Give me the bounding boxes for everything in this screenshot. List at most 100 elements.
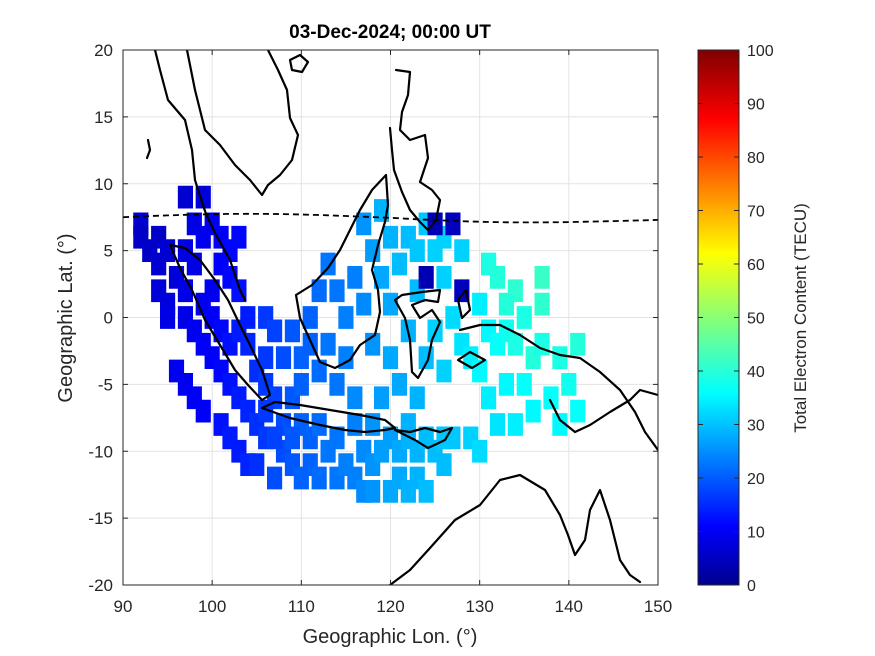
tec-cell xyxy=(454,239,470,262)
colorbar-tick-label: 40 xyxy=(747,364,765,381)
y-tick-label: -5 xyxy=(98,375,113,394)
tec-cell xyxy=(177,239,193,262)
x-axis-label: Geographic Lon. (°) xyxy=(303,626,478,648)
tec-cell xyxy=(356,212,372,236)
coastline-sumatra xyxy=(168,243,272,402)
y-tick-label: -10 xyxy=(88,442,113,461)
x-tick-label: 100 xyxy=(198,597,226,616)
coastline-maluku xyxy=(456,350,487,370)
tec-cell xyxy=(516,306,532,329)
x-tick-label: 150 xyxy=(644,597,672,616)
tec-cell xyxy=(231,225,247,249)
tec-cell xyxy=(258,346,274,369)
tec-cell xyxy=(329,279,345,303)
tec-cell xyxy=(365,480,381,503)
y-tick-label: -15 xyxy=(88,509,113,528)
tec-cell xyxy=(534,332,550,356)
tec-cell xyxy=(320,332,336,356)
tec-cell xyxy=(418,346,434,369)
x-axis-ticks: 90 100 110 120 130 140 150 xyxy=(114,50,672,616)
colorbar-label: Total Electron Content (TECU) xyxy=(791,203,810,433)
tec-cell xyxy=(516,373,532,396)
tec-cell xyxy=(436,359,452,383)
tec-cell xyxy=(302,306,318,329)
x-tick-label: 90 xyxy=(114,597,133,616)
tec-cell xyxy=(552,413,568,436)
coastline-java xyxy=(260,400,397,434)
tec-cell xyxy=(356,292,372,316)
coastline-borneo xyxy=(294,173,390,370)
colorbar-tick-label: 80 xyxy=(747,150,765,167)
tec-cell xyxy=(409,239,425,262)
coastline-andaman xyxy=(145,138,152,160)
colorbar-tick-label: 70 xyxy=(747,204,765,221)
tec-cell xyxy=(240,306,256,329)
colorbar-tick-label: 0 xyxy=(747,578,756,595)
tec-cell xyxy=(311,279,327,303)
tec-cell xyxy=(311,359,327,383)
tec-cell xyxy=(267,426,283,450)
tec-cell xyxy=(418,480,434,503)
tec-cell xyxy=(436,453,452,476)
tec-cell xyxy=(311,466,327,490)
tec-cell xyxy=(177,185,193,209)
tec-cell xyxy=(267,319,283,343)
tec-cell xyxy=(329,426,345,450)
tec-cell xyxy=(481,386,497,410)
tec-cell xyxy=(445,212,461,236)
tec-cell xyxy=(436,266,452,289)
chart-title: 03-Dec-2024; 00:00 UT xyxy=(289,22,491,43)
tec-cell xyxy=(391,252,407,276)
coastline-halmahera xyxy=(456,288,472,320)
y-tick-label: 20 xyxy=(94,41,113,60)
colorbar-tick-label: 30 xyxy=(747,418,765,435)
tec-cell xyxy=(347,266,363,289)
tec-cell xyxy=(275,346,292,369)
colorbar-ticks: 0 10 20 30 40 50 60 70 80 90 100 xyxy=(698,43,774,595)
tec-cell xyxy=(160,306,176,329)
tec-cell xyxy=(472,292,488,316)
coastline-island-hainan xyxy=(288,53,310,74)
tec-cell xyxy=(374,386,390,410)
colorbar-tick-label: 20 xyxy=(747,471,765,488)
tec-cell xyxy=(570,332,586,356)
tec-cell xyxy=(365,239,381,262)
tec-cell xyxy=(534,292,550,316)
tec-cell xyxy=(489,413,506,436)
coastline-philippines xyxy=(388,68,442,232)
coastline-australia xyxy=(388,473,642,585)
tec-cell xyxy=(249,453,265,476)
coastline-sulawesi xyxy=(393,288,442,380)
y-axis-ticks: 20 15 10 5 0 -5 -10 -15 -20 xyxy=(88,41,658,595)
tec-cell xyxy=(525,399,541,423)
tec-cell xyxy=(472,439,488,463)
tec-cell xyxy=(293,373,309,396)
tec-cell xyxy=(409,386,425,410)
tec-cell xyxy=(338,306,354,329)
tec-cell xyxy=(382,346,399,369)
tec-cell xyxy=(507,413,523,436)
tec-cell xyxy=(195,399,211,423)
coastlines xyxy=(145,50,658,585)
x-tick-label: 130 xyxy=(465,597,493,616)
tec-cell xyxy=(374,266,390,289)
tec-cell xyxy=(284,319,300,343)
y-tick-label: 5 xyxy=(104,242,113,261)
colorbar-tick-label: 50 xyxy=(747,311,765,328)
tec-cell xyxy=(498,292,514,316)
tec-cell xyxy=(454,279,470,303)
tec-cell xyxy=(347,386,363,410)
colorbar-tick-label: 60 xyxy=(747,257,765,274)
y-tick-label: 10 xyxy=(94,175,113,194)
tec-cell xyxy=(534,266,550,289)
colorbar-tick-label: 10 xyxy=(747,525,765,542)
tec-cell xyxy=(543,386,559,410)
tec-cell xyxy=(320,252,336,276)
tec-cell xyxy=(382,292,399,316)
y-tick-label: 15 xyxy=(94,108,113,127)
tec-cell xyxy=(561,373,577,396)
coastline-mainland-west xyxy=(153,50,247,302)
tec-cell xyxy=(498,373,514,396)
tec-cell xyxy=(267,466,283,490)
